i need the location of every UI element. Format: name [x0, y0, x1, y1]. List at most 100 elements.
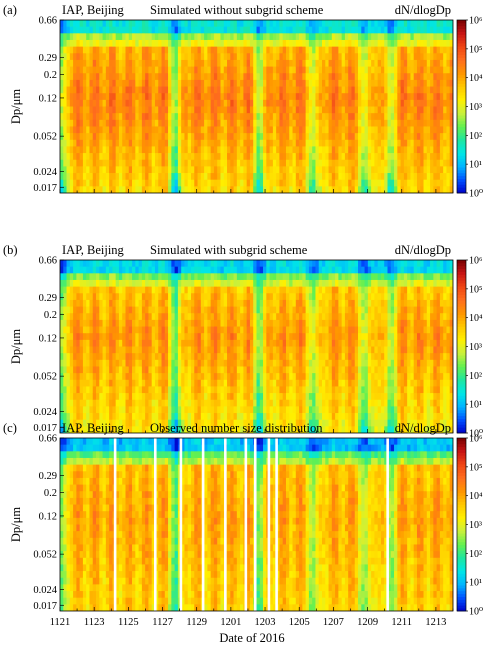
heatmap-cell — [138, 393, 143, 401]
heatmap-cell — [135, 353, 139, 361]
heatmap-cell — [220, 39, 225, 48]
heatmap-cell — [197, 426, 202, 433]
heatmap-cell — [125, 59, 130, 67]
heatmap-cell — [177, 386, 182, 394]
heatmap-cell — [105, 173, 110, 181]
heatmap-cell — [194, 153, 198, 161]
heatmap-cell — [266, 386, 270, 394]
heatmap-cell — [145, 326, 149, 334]
heatmap-cell — [253, 39, 257, 48]
heatmap-cell — [151, 173, 156, 181]
heatmap-cell — [164, 299, 169, 307]
heatmap-cell — [115, 173, 120, 181]
heatmap-cell — [433, 106, 438, 114]
heatmap-cell — [122, 133, 126, 141]
heatmap-cell — [407, 93, 411, 101]
heatmap-cell — [210, 286, 215, 294]
heatmap-cell — [204, 386, 208, 394]
heatmap-cell — [63, 333, 67, 341]
heatmap-cell — [374, 153, 379, 161]
heatmap-cell — [194, 419, 198, 427]
heatmap-cell — [380, 73, 385, 81]
heatmap-cell — [217, 273, 221, 281]
heatmap-cell — [174, 266, 179, 274]
heatmap-cell — [358, 73, 362, 81]
heatmap-cell — [184, 426, 189, 433]
heatmap-cell — [338, 166, 343, 174]
heatmap-cell — [361, 106, 365, 114]
heatmap-cell — [259, 313, 264, 321]
heatmap-cell — [135, 313, 139, 321]
heatmap-cell — [200, 153, 205, 161]
heatmap-cell — [289, 179, 293, 187]
heatmap-cell — [109, 153, 113, 161]
heatmap-cell — [331, 113, 336, 121]
heatmap-cell — [86, 399, 90, 407]
heatmap-cell — [331, 73, 336, 81]
heatmap-cell — [335, 119, 339, 127]
heatmap-cell — [171, 299, 176, 307]
heatmap-cell — [181, 293, 185, 301]
heatmap-cell — [73, 260, 77, 268]
heatmap-cell — [177, 319, 182, 327]
heatmap-cell — [138, 379, 143, 387]
heatmap-cell — [200, 393, 205, 401]
heatmap-cell — [151, 306, 156, 314]
heatmap-cell — [318, 179, 323, 187]
heatmap-cell — [266, 99, 270, 107]
heatmap-cell — [204, 413, 208, 421]
heatmap-cell — [125, 279, 130, 288]
heatmap-cell — [145, 359, 149, 367]
heatmap-cell — [122, 273, 126, 281]
heatmap-cell — [446, 73, 451, 81]
heatmap-cell — [115, 153, 120, 161]
heatmap-cell — [439, 133, 444, 141]
heatmap-cell — [197, 133, 202, 141]
heatmap-cell — [168, 386, 172, 394]
heatmap-cell — [256, 20, 261, 28]
heatmap-cell — [400, 26, 405, 34]
heatmap-cell — [272, 159, 277, 167]
heatmap-cell — [213, 406, 218, 414]
heatmap-cell — [449, 119, 453, 127]
heatmap-cell — [256, 306, 261, 314]
heatmap-cell — [109, 59, 113, 67]
heatmap-cell — [374, 26, 379, 34]
heatmap-cell — [76, 106, 81, 114]
heatmap-cell — [102, 86, 107, 94]
heatmap-cell — [60, 339, 64, 347]
heatmap-cell — [344, 126, 349, 134]
heatmap-cell — [266, 333, 270, 341]
heatmap-cell — [361, 113, 365, 121]
heatmap-cell — [154, 39, 159, 48]
heatmap-cell — [410, 20, 415, 28]
heatmap-cell — [269, 333, 274, 341]
heatmap-cell — [243, 133, 248, 141]
heatmap-cell — [449, 159, 453, 167]
heatmap-cell — [374, 179, 379, 187]
heatmap-cell — [282, 33, 287, 41]
heatmap-cell — [181, 113, 185, 121]
heatmap-cell — [66, 39, 71, 48]
heatmap-cell — [249, 119, 254, 127]
heatmap-cell — [292, 86, 297, 94]
heatmap-cell — [187, 279, 192, 288]
heatmap-cell — [423, 66, 428, 74]
heatmap-cell — [213, 306, 218, 314]
heatmap-cell — [102, 53, 107, 61]
heatmap-cell — [171, 319, 176, 327]
heatmap-cell — [223, 179, 228, 187]
heatmap-cell — [115, 386, 120, 394]
heatmap-cell — [272, 59, 277, 67]
heatmap-cell — [354, 159, 359, 167]
heatmap-cell — [361, 46, 365, 54]
heatmap-cell — [259, 86, 264, 94]
heatmap-cell — [197, 53, 202, 61]
heatmap-cell — [380, 139, 385, 147]
heatmap-cell — [416, 126, 421, 134]
heatmap-cell — [236, 373, 241, 381]
heatmap-cell — [361, 119, 365, 127]
heatmap-cell — [213, 26, 218, 34]
heatmap-cell — [138, 166, 143, 174]
heatmap-cell — [276, 133, 280, 141]
